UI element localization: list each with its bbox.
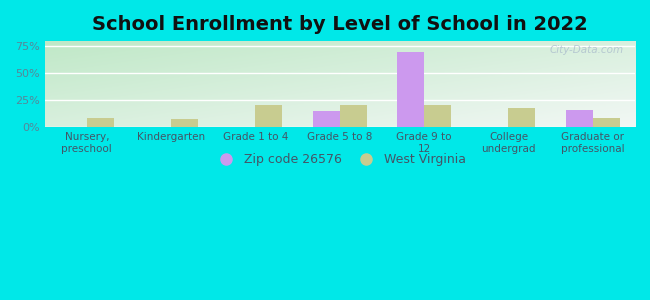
Bar <box>397 52 424 127</box>
Legend: Zip code 26576, West Virginia: Zip code 26576, West Virginia <box>209 148 471 171</box>
Bar <box>424 105 451 127</box>
Bar <box>566 110 593 127</box>
Bar <box>313 111 340 127</box>
Bar <box>340 105 367 127</box>
Bar <box>87 118 114 127</box>
Title: School Enrollment by Level of School in 2022: School Enrollment by Level of School in … <box>92 15 588 34</box>
Bar <box>593 118 620 127</box>
Bar <box>171 119 198 127</box>
Bar <box>255 105 283 127</box>
Text: City-Data.com: City-Data.com <box>549 45 623 56</box>
Bar <box>508 108 536 127</box>
